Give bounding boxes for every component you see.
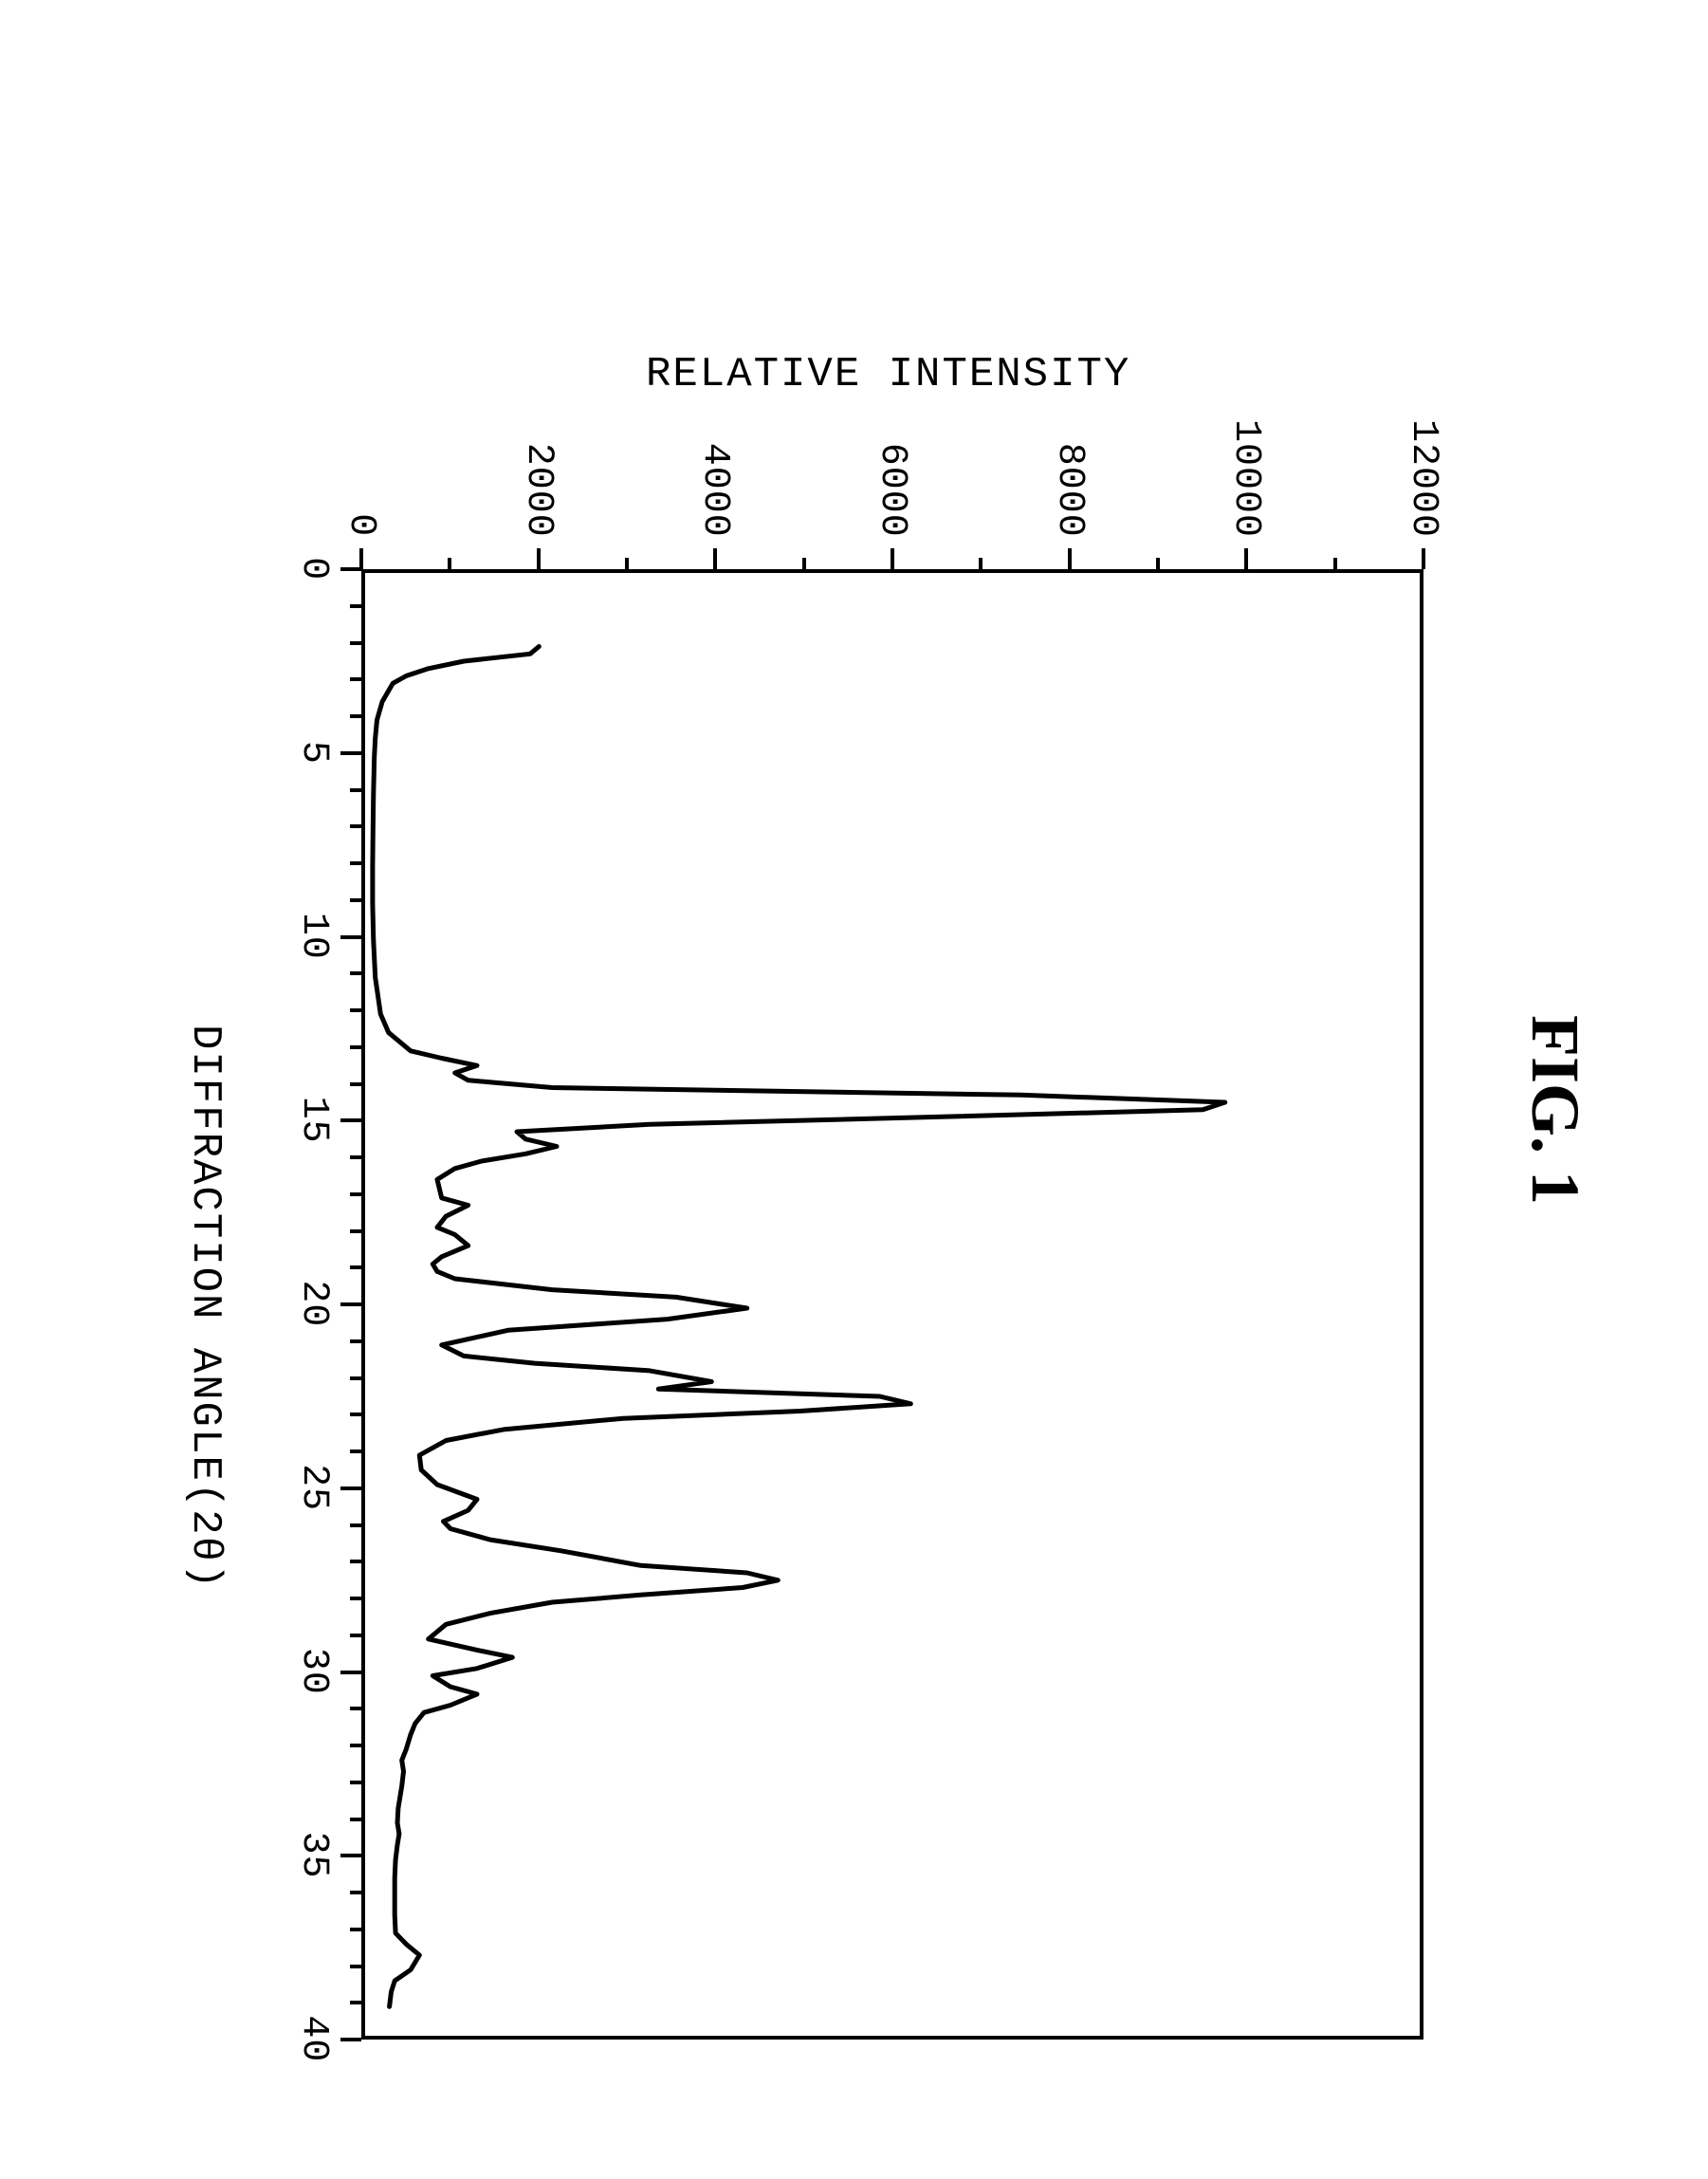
x-axis-label: DIFFRACTION ANGLE(2θ) — [181, 1025, 229, 1591]
x-tick-label: 5 — [292, 741, 335, 765]
x-tick-mark — [350, 1965, 361, 1968]
x-tick-mark — [350, 2001, 361, 2004]
x-tick-mark — [350, 641, 361, 645]
x-tick-mark — [350, 604, 361, 608]
x-tick-mark — [340, 1854, 361, 1857]
x-tick-mark — [350, 1192, 361, 1196]
x-tick-mark — [340, 1487, 361, 1490]
page: FIG. 1 RELATIVE INTENSITY DIFFRACTION AN… — [0, 0, 1708, 2179]
y-tick-mark — [359, 548, 363, 569]
y-tick-label: 10000 — [1224, 419, 1267, 538]
y-tick-mark — [802, 558, 806, 569]
x-tick-mark — [350, 677, 361, 681]
x-tick-mark — [350, 1376, 361, 1380]
x-tick-mark — [350, 898, 361, 902]
x-tick-mark — [350, 1744, 361, 1747]
y-tick-mark — [1068, 548, 1072, 569]
x-tick-label: 40 — [292, 2015, 335, 2062]
y-tick-mark — [891, 548, 894, 569]
x-tick-mark — [350, 1413, 361, 1416]
y-tick-label: 4000 — [693, 443, 736, 538]
y-tick-mark — [1156, 558, 1160, 569]
x-tick-mark — [350, 1560, 361, 1563]
y-axis-label: RELATIVE INTENSITY — [646, 351, 1130, 398]
x-tick-mark — [350, 1155, 361, 1159]
x-tick-mark — [340, 751, 361, 755]
rotated-figure-container: FIG. 1 RELATIVE INTENSITY DIFFRACTION AN… — [0, 0, 1708, 2179]
x-tick-mark — [350, 1928, 361, 1931]
y-tick-mark — [625, 558, 629, 569]
x-tick-mark — [350, 1523, 361, 1527]
x-tick-mark — [350, 1891, 361, 1894]
x-tick-mark — [350, 1818, 361, 1821]
x-tick-mark — [340, 567, 361, 571]
x-tick-mark — [350, 971, 361, 975]
x-tick-label: 10 — [292, 913, 335, 960]
x-tick-mark — [350, 1597, 361, 1600]
x-tick-mark — [350, 1339, 361, 1343]
x-tick-mark — [340, 935, 361, 939]
y-tick-mark — [713, 548, 717, 569]
x-tick-mark — [350, 1045, 361, 1049]
y-tick-mark — [537, 548, 541, 569]
x-tick-mark — [350, 1008, 361, 1012]
chart-plot-area — [361, 569, 1423, 2040]
x-tick-mark — [350, 1082, 361, 1086]
x-tick-label: 0 — [292, 557, 335, 581]
x-tick-mark — [340, 1302, 361, 1306]
y-tick-label: 0 — [340, 513, 382, 537]
x-tick-label: 15 — [292, 1097, 335, 1144]
y-tick-mark — [1422, 548, 1425, 569]
x-tick-mark — [350, 824, 361, 828]
y-tick-label: 2000 — [517, 443, 560, 538]
x-tick-mark — [350, 1450, 361, 1453]
y-tick-mark — [979, 558, 983, 569]
x-tick-mark — [350, 788, 361, 792]
x-tick-mark — [350, 1781, 361, 1784]
x-tick-label: 20 — [292, 1280, 335, 1327]
y-tick-label: 12000 — [1402, 419, 1444, 538]
x-tick-mark — [350, 861, 361, 865]
x-tick-mark — [340, 1118, 361, 1122]
x-tick-mark — [340, 1671, 361, 1674]
x-tick-mark — [350, 1634, 361, 1637]
x-tick-label: 25 — [292, 1464, 335, 1511]
x-tick-mark — [350, 1229, 361, 1233]
diffraction-trace — [358, 573, 1420, 2043]
x-tick-mark — [350, 1707, 361, 1710]
y-tick-mark — [1333, 558, 1337, 569]
figure-title: FIG. 1 — [1515, 1015, 1594, 1205]
y-tick-mark — [1244, 548, 1248, 569]
y-tick-mark — [448, 558, 451, 569]
x-tick-mark — [340, 2038, 361, 2041]
x-tick-mark — [350, 714, 361, 718]
x-tick-label: 30 — [292, 1648, 335, 1695]
y-tick-label: 8000 — [1048, 443, 1091, 538]
x-tick-mark — [350, 1265, 361, 1269]
y-tick-label: 6000 — [871, 443, 913, 538]
x-tick-label: 35 — [292, 1832, 335, 1879]
